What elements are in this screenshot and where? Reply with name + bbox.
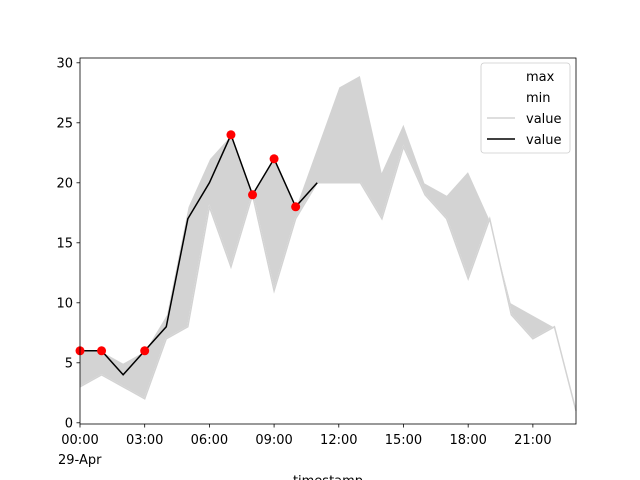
x-date-label: 29-Apr <box>58 453 102 468</box>
legend-label: value <box>526 112 562 127</box>
axes-frame <box>79 57 577 425</box>
x-tick-label: 15:00 <box>385 433 422 448</box>
y-tick-label: 25 <box>56 116 73 131</box>
range-band <box>80 74 576 411</box>
x-tick-label: 00:00 <box>61 433 98 448</box>
legend-label: value <box>526 133 562 148</box>
y-tick-label: 30 <box>56 56 73 71</box>
x-tick-label: 09:00 <box>255 433 292 448</box>
legend-box <box>480 62 571 154</box>
anomaly-marker <box>269 154 279 164</box>
x-tick-label: 12:00 <box>320 433 357 448</box>
y-tick-label: 15 <box>56 236 73 251</box>
y-tick-label: 5 <box>65 356 73 371</box>
anomaly-marker <box>248 190 258 200</box>
y-tick-label: 0 <box>65 416 73 431</box>
series-line <box>79 144 577 411</box>
x-tick-label: 18:00 <box>449 433 486 448</box>
legend-label: max <box>526 70 555 85</box>
y-tick-label: 10 <box>56 296 73 311</box>
anomaly-marker <box>140 346 150 356</box>
series-line <box>80 132 318 376</box>
anomaly-marker <box>291 202 301 212</box>
anomaly-marker <box>97 346 107 356</box>
y-tick-label: 20 <box>56 176 73 191</box>
x-tick-label: 06:00 <box>191 433 228 448</box>
x-tick-label: 21:00 <box>514 433 551 448</box>
x-axis-label: timestamp <box>293 474 363 480</box>
x-tick-label: 03:00 <box>126 433 163 448</box>
anomaly-marker <box>226 130 236 140</box>
legend-label: min <box>526 91 551 106</box>
